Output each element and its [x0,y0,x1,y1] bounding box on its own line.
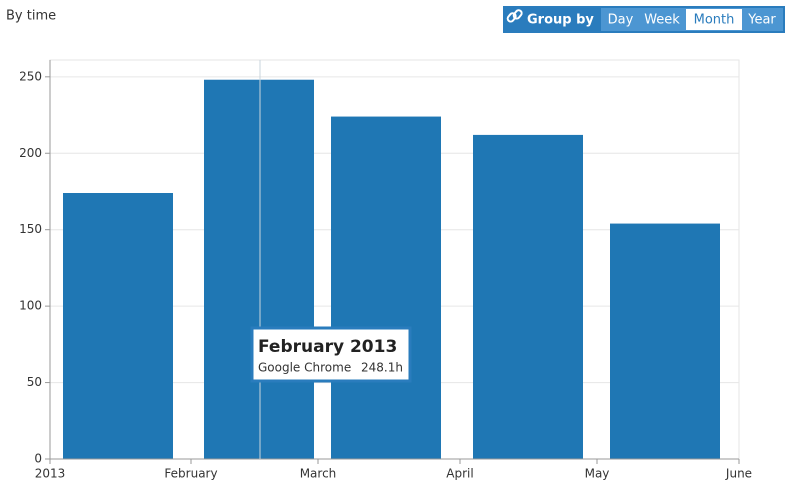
tooltip: February 2013 Google Chrome 248.1h [250,326,412,383]
y-tick-label: 0 [34,452,42,466]
x-tick-label: March [300,467,337,481]
bar [331,116,441,459]
section-title: By time [6,9,56,24]
y-tick-label: 200 [19,146,42,160]
option-label[interactable]: Week [644,13,680,28]
group-by-option[interactable]: Year [747,13,776,28]
x-tick-label: 2013 [35,467,66,481]
x-tick-label: June [725,467,752,481]
option-label[interactable]: Day [608,13,634,28]
bar [610,223,720,459]
tooltip-title: February 2013 [258,337,397,357]
x-tick-label: April [446,467,473,481]
option-label[interactable]: Month [694,13,735,28]
tooltip-value: 248.1h [361,361,403,375]
y-tick-label: 150 [19,222,42,236]
x-tick-label: February [164,467,217,481]
option-selected-background [686,9,742,30]
plot: 0 50 100 150 200 250 2013 February March April May… [19,59,752,481]
x-tick-label: May [585,467,610,481]
y-tick-label: 50 [27,375,42,389]
bar [204,79,314,459]
link-icon [506,9,523,23]
group-by-option[interactable]: Day [608,13,634,28]
bar [473,134,583,459]
tooltip-series: Google Chrome [258,361,351,375]
group-by-option[interactable]: Month [686,9,742,30]
group-by-label: Group by [527,13,594,28]
group-by-option[interactable]: Week [644,13,680,28]
option-label[interactable]: Year [747,13,776,28]
y-tick-label: 100 [19,299,42,313]
y-tick-label: 250 [19,69,42,83]
tooltip-box [250,326,412,383]
bar [63,193,173,459]
